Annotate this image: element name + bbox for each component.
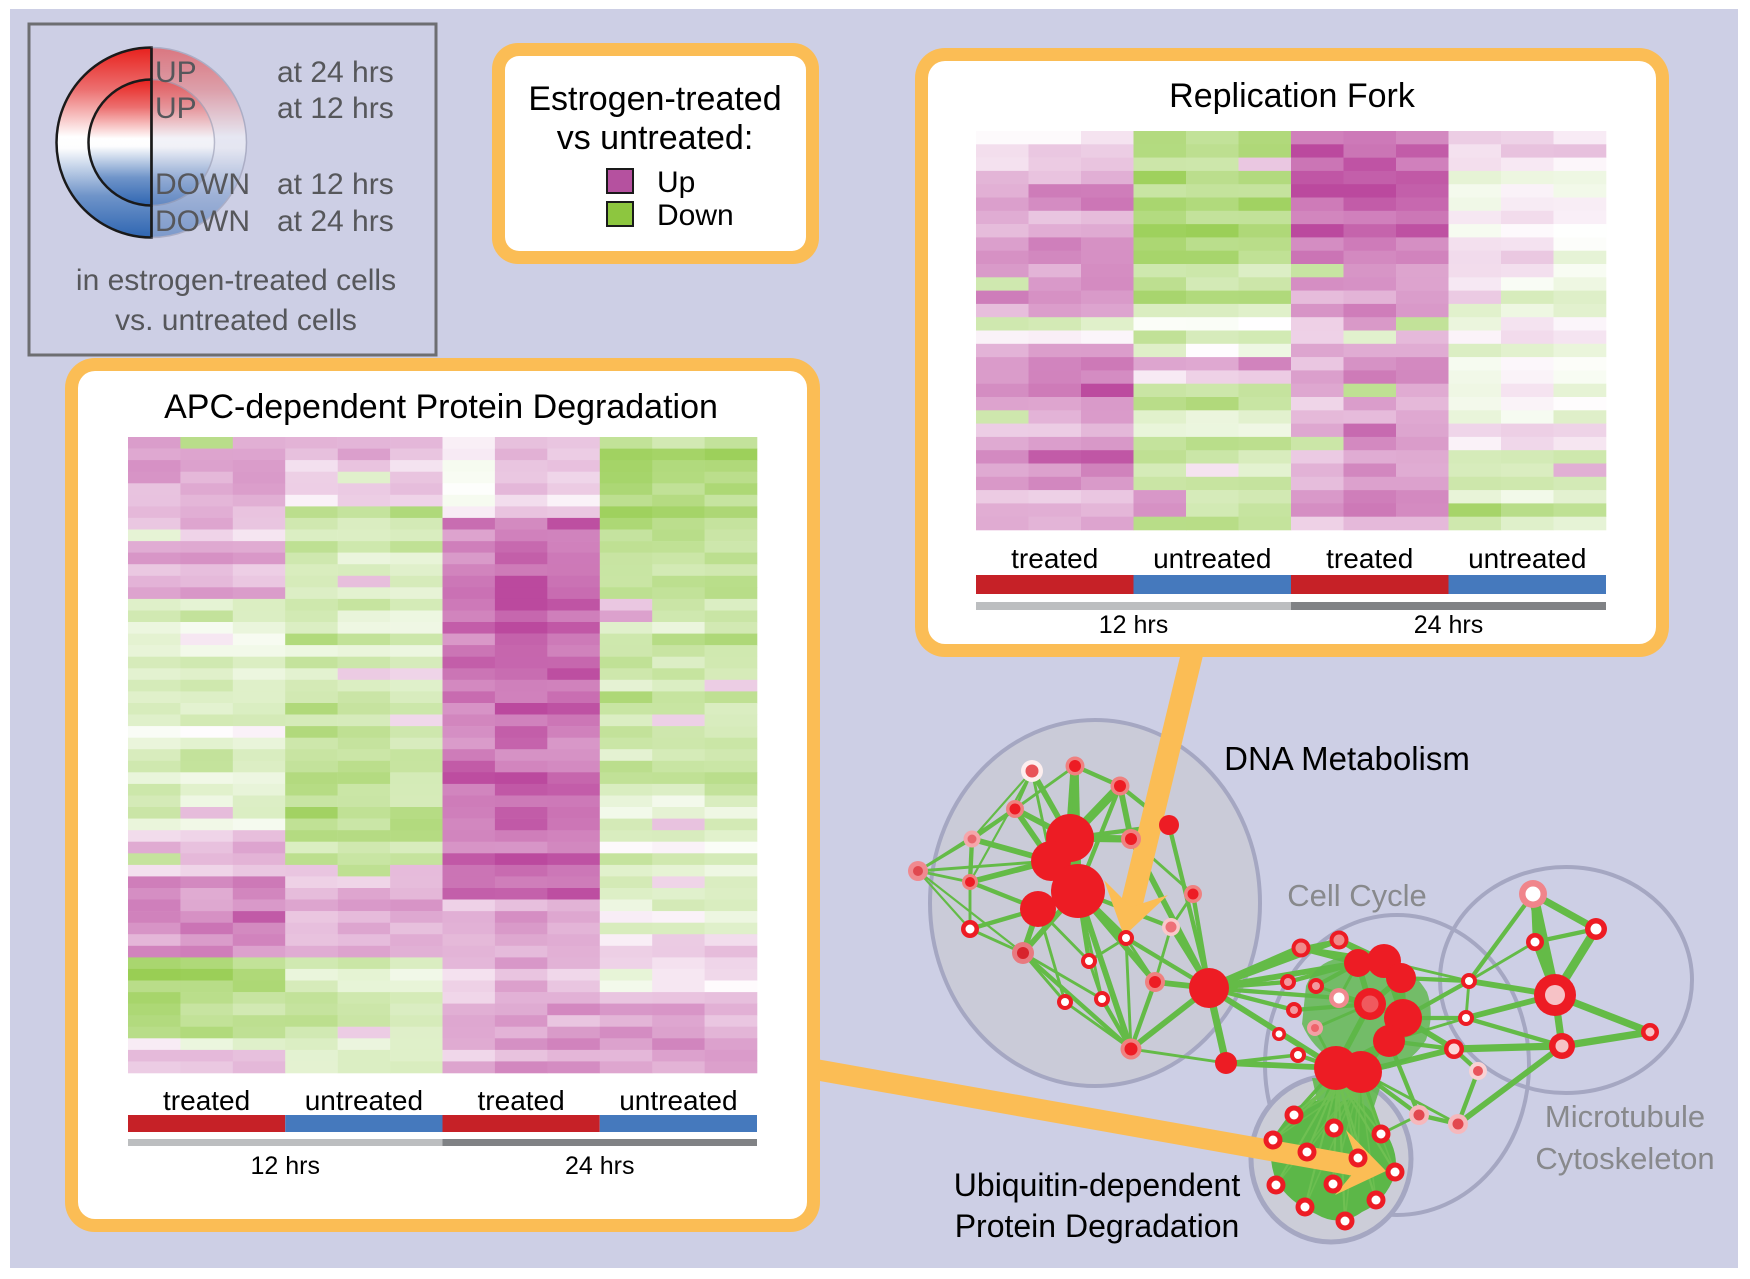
svg-text:24 hrs: 24 hrs xyxy=(1414,611,1483,639)
svg-text:Estrogen-treated: Estrogen-treated xyxy=(528,80,781,118)
svg-text:12 hrs: 12 hrs xyxy=(1099,611,1168,639)
svg-text:DOWN: DOWN xyxy=(155,205,250,238)
svg-text:Microtubule: Microtubule xyxy=(1545,1099,1705,1134)
svg-text:DNA Metabolism: DNA Metabolism xyxy=(1224,740,1470,777)
svg-text:untreated: untreated xyxy=(1468,543,1586,574)
svg-text:UP: UP xyxy=(155,56,197,89)
svg-text:Up: Up xyxy=(657,166,695,199)
svg-text:treated: treated xyxy=(478,1085,565,1116)
svg-text:in estrogen-treated cells: in estrogen-treated cells xyxy=(76,264,396,297)
svg-text:Replication Fork: Replication Fork xyxy=(1169,77,1416,115)
svg-text:24 hrs: 24 hrs xyxy=(565,1152,634,1180)
svg-text:at 24 hrs: at 24 hrs xyxy=(277,205,394,238)
svg-text:12 hrs: 12 hrs xyxy=(251,1152,320,1180)
svg-text:Ubiquitin-dependent: Ubiquitin-dependent xyxy=(954,1167,1241,1203)
svg-text:Cytoskeleton: Cytoskeleton xyxy=(1535,1141,1714,1176)
svg-text:DOWN: DOWN xyxy=(155,168,250,201)
svg-text:treated: treated xyxy=(1011,543,1098,574)
svg-text:treated: treated xyxy=(163,1085,250,1116)
svg-text:treated: treated xyxy=(1326,543,1413,574)
svg-text:untreated: untreated xyxy=(1153,543,1271,574)
svg-text:APC-dependent Protein Degradat: APC-dependent Protein Degradation xyxy=(164,388,718,426)
svg-text:vs. untreated cells: vs. untreated cells xyxy=(115,304,357,337)
svg-text:Down: Down xyxy=(657,199,734,232)
svg-text:UP: UP xyxy=(155,92,197,125)
svg-text:at 12 hrs: at 12 hrs xyxy=(277,168,394,201)
svg-text:Protein Degradation: Protein Degradation xyxy=(955,1208,1240,1244)
svg-text:at 12 hrs: at 12 hrs xyxy=(277,92,394,125)
svg-text:untreated: untreated xyxy=(305,1085,423,1116)
svg-text:Cell Cycle: Cell Cycle xyxy=(1287,878,1427,913)
svg-text:at 24 hrs: at 24 hrs xyxy=(277,56,394,89)
svg-text:untreated: untreated xyxy=(619,1085,737,1116)
svg-text:vs untreated:: vs untreated: xyxy=(557,119,754,157)
